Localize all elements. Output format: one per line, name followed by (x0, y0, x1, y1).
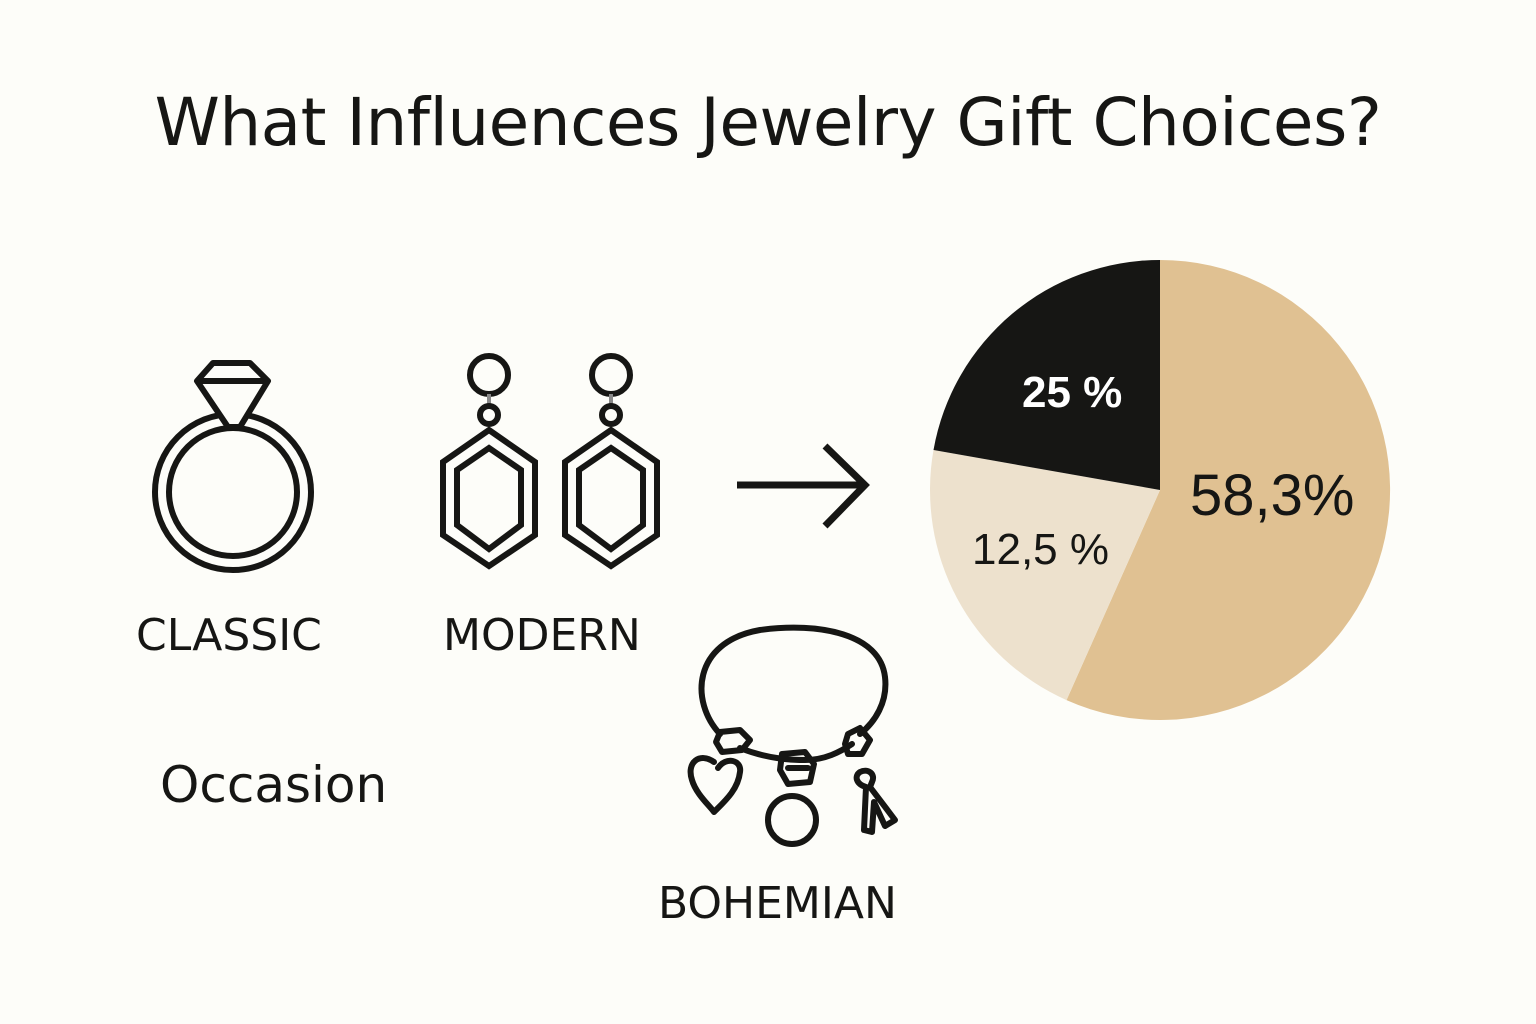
page-title: What Influences Jewelry Gift Choices? (154, 84, 1382, 161)
pie-label-dark: 25 % (1022, 368, 1123, 417)
pie-label-light: 12,5 % (972, 525, 1109, 574)
pie-slice-tan (1066, 260, 1391, 721)
style-label-bohemian: BOHEMIAN (658, 878, 897, 929)
right-arrow-icon (737, 443, 870, 529)
occasion-label: Occasion (160, 756, 388, 814)
pie-chart (930, 260, 1391, 721)
charm-bracelet-icon (687, 624, 898, 847)
pie-slice-light (930, 450, 1160, 701)
style-label-modern: MODERN (443, 610, 641, 661)
pie-slice-dark (933, 260, 1160, 490)
diamond-ring-icon (152, 360, 314, 573)
pie-label-tan: 58,3% (1190, 463, 1355, 528)
drop-earrings-icon (440, 353, 660, 570)
style-label-classic: CLASSIC (136, 610, 322, 661)
